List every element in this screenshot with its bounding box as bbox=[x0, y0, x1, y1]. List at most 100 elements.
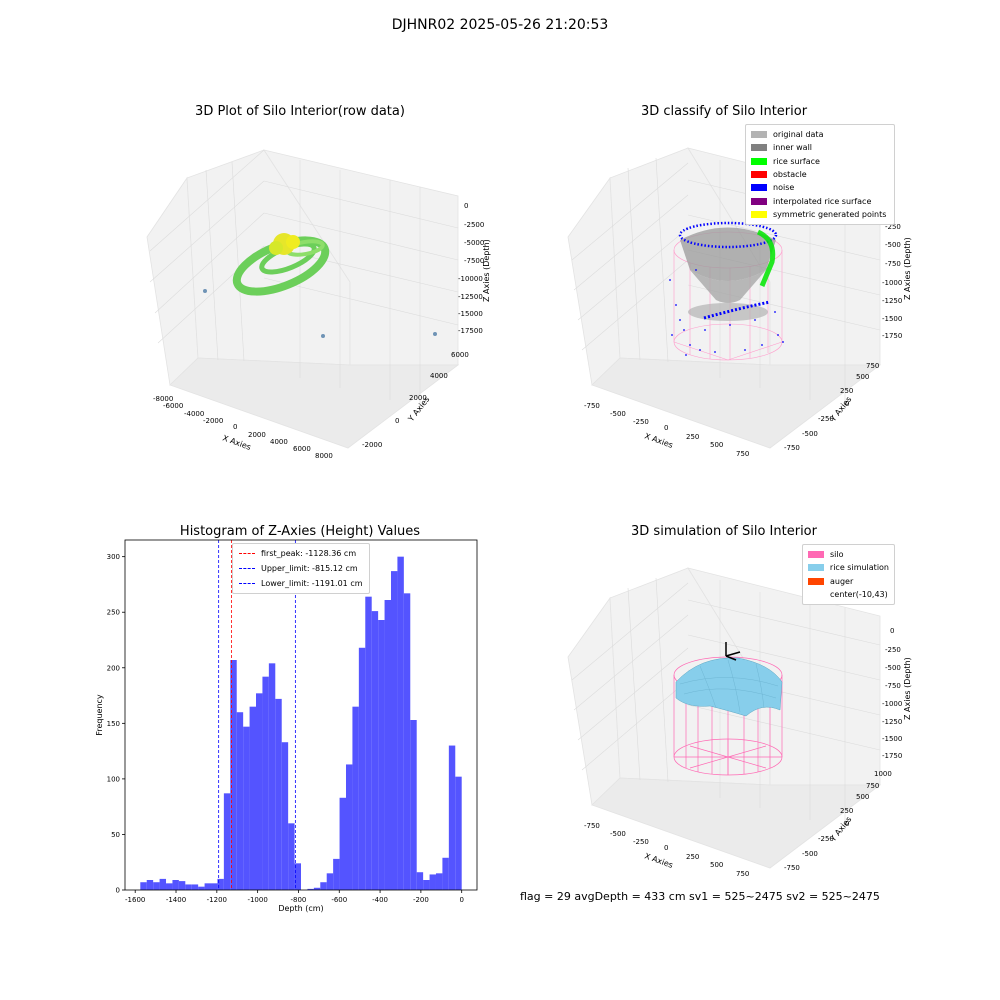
x-tick-label: 0 bbox=[459, 896, 463, 904]
raw-y-ticks: -2000 0 2000 4000 6000 bbox=[362, 351, 469, 449]
legend-label: original data bbox=[773, 130, 824, 140]
histogram-bar bbox=[159, 878, 167, 890]
histogram-bar bbox=[307, 888, 314, 890]
raw-ztick: -15000 bbox=[458, 310, 483, 318]
x-tick-label: -1000 bbox=[247, 896, 267, 904]
histogram-bar bbox=[339, 797, 346, 890]
raw-ztick: -17500 bbox=[458, 327, 483, 335]
legend-swatch bbox=[751, 210, 767, 218]
raw-xtick: -4000 bbox=[184, 410, 204, 418]
raw-z-label: Z Axies (Depth) bbox=[482, 239, 491, 302]
histogram-bar bbox=[384, 600, 391, 890]
classify-xtick: 0 bbox=[664, 424, 668, 432]
histogram-title: Histogram of Z-Axies (Height) Values bbox=[179, 524, 421, 539]
histogram-bar bbox=[423, 880, 430, 890]
histogram-bar bbox=[140, 882, 147, 890]
raw-ztick: -10000 bbox=[458, 275, 483, 283]
classify-xtick: -750 bbox=[584, 402, 600, 410]
simulation-ytick: 0 bbox=[845, 820, 849, 828]
simulation-ztick: 0 bbox=[890, 627, 894, 635]
simulation-y-ticks: -750 -500 -250 0 250 500 750 1000 bbox=[784, 770, 892, 872]
histogram-bar bbox=[378, 620, 385, 890]
raw-ztick: -12500 bbox=[458, 293, 483, 301]
histogram-bar bbox=[211, 883, 218, 890]
simulation-xtick: 500 bbox=[710, 861, 723, 869]
histogram-bar bbox=[313, 887, 321, 890]
legend-item: rice simulation bbox=[808, 561, 889, 574]
legend-label: center(-10,43) bbox=[830, 590, 888, 600]
classify-ytick: -750 bbox=[784, 444, 800, 452]
histogram-bar bbox=[333, 858, 340, 890]
histogram-bar bbox=[217, 878, 224, 890]
legend-item: auger bbox=[808, 575, 889, 588]
classify-ytick: -250 bbox=[818, 415, 834, 423]
histogram-frame bbox=[124, 539, 478, 891]
histogram-bar bbox=[249, 706, 257, 890]
simulation-x-ticks: -750 -500 -250 0 250 500 750 bbox=[584, 822, 749, 878]
histogram-reference-lines bbox=[218, 540, 296, 890]
simulation-z-ticks: 0 -250 -500 -750 -1000 -1250 -1500 -1750 bbox=[882, 627, 902, 760]
simulation-xtick: -250 bbox=[633, 838, 649, 846]
raw-floor-pane bbox=[169, 357, 460, 449]
simulation-ytick: -500 bbox=[802, 850, 818, 858]
legend-swatch bbox=[751, 197, 767, 205]
histogram-bar bbox=[288, 823, 295, 890]
legend-label: symmetric generated points bbox=[773, 209, 887, 219]
y-tick-label: 200 bbox=[107, 664, 120, 672]
raw-grid bbox=[149, 149, 459, 410]
legend-label: rice surface bbox=[773, 156, 820, 166]
raw-plot-title: 3D Plot of Silo Interior(row data) bbox=[195, 104, 405, 119]
histogram-bar bbox=[403, 593, 411, 890]
legend-item: center(-10,43) bbox=[808, 588, 889, 601]
raw-ytick: -2000 bbox=[362, 441, 382, 449]
simulation-z-label: Z Axies (Depth) bbox=[903, 657, 912, 720]
histogram-bar bbox=[172, 880, 179, 890]
histogram-bar bbox=[442, 857, 449, 890]
histogram-bar bbox=[352, 706, 359, 890]
histogram-bar bbox=[281, 742, 289, 890]
simulation-ytick: 1000 bbox=[874, 770, 892, 778]
simulation-xtick: -500 bbox=[610, 830, 626, 838]
legend-item: silo bbox=[808, 548, 889, 561]
y-tick-label: 100 bbox=[107, 775, 120, 783]
raw-ytick: 0 bbox=[395, 417, 399, 425]
simulation-ytick: 500 bbox=[856, 793, 869, 801]
histogram-bar bbox=[262, 676, 269, 890]
histogram-bar bbox=[448, 745, 456, 890]
legend-line bbox=[239, 553, 255, 554]
classify-xtick: 250 bbox=[686, 433, 699, 441]
histogram-x-label: Depth (cm) bbox=[278, 904, 323, 913]
x-tick-label: -600 bbox=[331, 896, 347, 904]
raw-ztick: -5000 bbox=[464, 239, 484, 247]
histogram-bar bbox=[204, 883, 212, 890]
legend-item: obstacle bbox=[751, 168, 889, 181]
figure-title: DJHNR02 2025-05-26 21:20:53 bbox=[391, 17, 609, 33]
classify-plot-title: 3D classify of Silo Interior bbox=[640, 104, 808, 119]
x-tick-label: -200 bbox=[413, 896, 429, 904]
legend-label: interpolated rice surface bbox=[773, 196, 872, 206]
y-tick-label: 0 bbox=[116, 887, 120, 895]
simulation-ytick: 250 bbox=[840, 807, 853, 815]
legend-item: interpolated rice surface bbox=[751, 194, 889, 207]
simulation-ytick: 750 bbox=[866, 782, 879, 790]
histogram-bar bbox=[365, 596, 372, 890]
histogram-bar bbox=[358, 647, 366, 890]
histogram-y-ticks: 0 50 100 150 200 250 300 bbox=[107, 553, 125, 895]
simulation-xtick: 0 bbox=[664, 844, 668, 852]
legend-label: first_peak: -1128.36 cm bbox=[261, 549, 357, 558]
simulation-ztick: -1750 bbox=[882, 752, 902, 760]
raw-xtick: 0 bbox=[233, 423, 237, 431]
legend-label: Lower_limit: -1191.01 cm bbox=[261, 579, 363, 588]
legend-label: obstacle bbox=[773, 170, 807, 180]
raw-point-cloud bbox=[203, 233, 437, 338]
raw-xtick: 8000 bbox=[315, 452, 333, 460]
classify-ztick: -250 bbox=[885, 223, 901, 231]
legend-swatch bbox=[808, 591, 824, 599]
histogram-x-ticks: -1600 -1400 -1200 -1000 -800 -600 -400 -200 0 bbox=[125, 890, 464, 904]
simulation-ztick: -1500 bbox=[882, 735, 902, 743]
raw-x-ticks: -8000 -6000 -4000 -2000 0 2000 4000 6000… bbox=[153, 395, 333, 460]
legend-label: noise bbox=[773, 183, 795, 193]
x-tick-label: -1600 bbox=[125, 896, 145, 904]
classify-ytick: 750 bbox=[866, 362, 879, 370]
x-tick-label: -400 bbox=[372, 896, 388, 904]
